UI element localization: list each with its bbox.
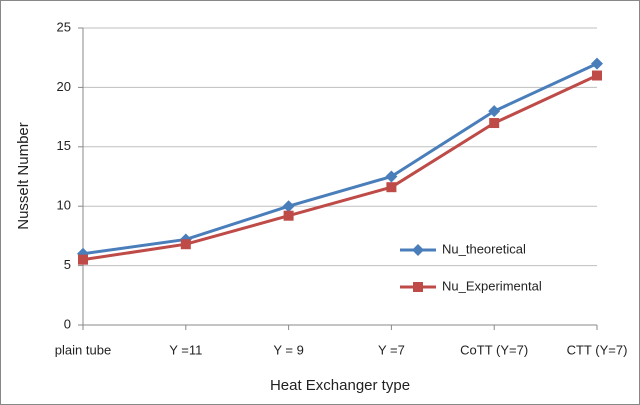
x-tick-label: Y =11 — [169, 342, 202, 357]
y-tick-label: 10 — [57, 198, 71, 213]
legend-label: Nu_Experimental — [442, 278, 542, 293]
marker — [282, 200, 295, 213]
y-tick-label: 20 — [57, 79, 71, 94]
marker — [489, 118, 500, 129]
x-tick-label: plain tube — [55, 342, 111, 357]
y-tick-label: 5 — [64, 257, 71, 272]
marker — [180, 239, 191, 250]
y-tick-label: 15 — [57, 138, 71, 153]
marker — [283, 210, 294, 221]
series-line — [82, 62, 598, 256]
y-axis-title: Nusselt Number — [15, 122, 32, 230]
marker — [78, 254, 88, 265]
legend-label: Nu_theoretical — [442, 241, 526, 256]
y-tick-label: 25 — [57, 19, 71, 34]
x-axis-title: Heat Exchanger type — [270, 377, 410, 394]
series-line — [82, 74, 598, 262]
marker — [385, 170, 398, 183]
marker — [488, 105, 501, 118]
marker — [592, 70, 602, 81]
x-tick-label: CTT (Y=7) — [567, 342, 628, 357]
marker — [413, 282, 423, 292]
marker — [386, 182, 397, 193]
x-tick-label: Y = 9 — [273, 342, 303, 357]
x-tick-label: CoTT (Y=7) — [460, 342, 528, 357]
y-tick-label: 0 — [64, 316, 71, 331]
marker — [412, 244, 424, 256]
x-tick-label: Y =7 — [378, 342, 405, 357]
marker — [591, 57, 603, 70]
